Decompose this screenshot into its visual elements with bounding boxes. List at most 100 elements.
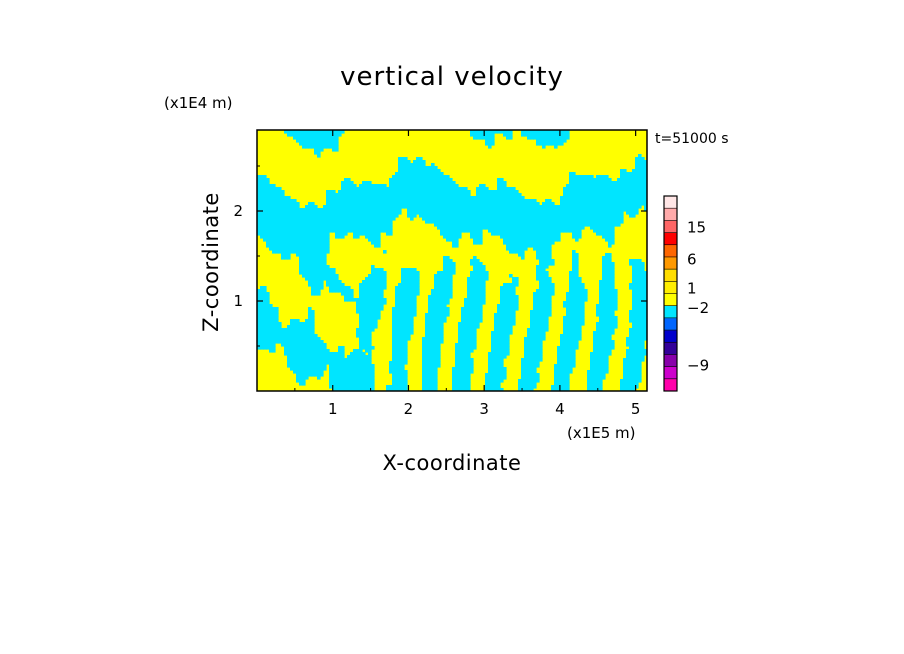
field-cell — [446, 310, 450, 314]
field-cell — [527, 208, 531, 212]
field-cell — [281, 334, 285, 338]
field-cell — [506, 337, 510, 341]
field-cell — [395, 286, 399, 290]
field-cell — [431, 337, 435, 341]
field-cell — [392, 337, 396, 341]
field-cell — [521, 247, 525, 251]
field-cell — [365, 331, 369, 335]
field-cell — [434, 187, 438, 191]
field-cell — [458, 388, 462, 391]
field-cell — [329, 217, 333, 221]
field-cell — [572, 292, 576, 296]
field-cell — [503, 217, 507, 221]
field-cell — [350, 364, 354, 368]
field-cell — [569, 328, 573, 332]
field-cell — [308, 358, 312, 362]
field-cell — [452, 208, 456, 212]
field-cell — [275, 331, 279, 335]
field-cell — [488, 133, 492, 137]
field-cell — [284, 247, 288, 251]
field-cell — [290, 241, 294, 245]
field-cell — [536, 301, 540, 305]
field-cell — [458, 226, 462, 230]
field-cell — [563, 367, 567, 371]
field-cell — [548, 208, 552, 212]
field-cell — [566, 199, 570, 203]
field-cell — [359, 190, 363, 194]
field-cell — [404, 196, 408, 200]
field-cell — [602, 256, 606, 260]
field-cell — [476, 187, 480, 191]
field-cell — [437, 289, 441, 293]
field-cell — [422, 340, 426, 344]
field-cell — [350, 217, 354, 221]
field-cell — [530, 235, 534, 239]
field-cell — [356, 223, 360, 227]
field-cell — [329, 211, 333, 215]
field-cell — [371, 385, 375, 389]
field-cell — [575, 268, 579, 272]
field-cell — [359, 286, 363, 290]
field-cell — [362, 283, 366, 287]
field-cell — [434, 316, 438, 320]
field-cell — [596, 331, 600, 335]
field-cell — [431, 208, 435, 212]
field-cell — [428, 187, 432, 191]
field-cell — [461, 220, 465, 224]
field-cell — [260, 307, 264, 311]
field-cell — [503, 289, 507, 293]
field-cell — [365, 283, 369, 287]
field-cell — [485, 190, 489, 194]
field-cell — [578, 286, 582, 290]
field-cell — [407, 205, 411, 209]
field-cell — [605, 361, 609, 365]
field-cell — [389, 211, 393, 215]
field-cell — [389, 199, 393, 203]
field-cell — [431, 289, 435, 293]
field-cell — [551, 208, 555, 212]
field-cell — [278, 250, 282, 254]
field-cell — [287, 331, 291, 335]
field-cell — [371, 187, 375, 191]
field-cell — [491, 346, 495, 350]
field-cell — [506, 334, 510, 338]
field-cell — [560, 202, 564, 206]
field-cell — [368, 274, 372, 278]
field-cell — [380, 301, 384, 305]
field-cell — [401, 268, 405, 272]
field-cell — [527, 364, 531, 368]
field-cell — [257, 226, 261, 230]
field-cell — [308, 142, 312, 146]
field-cell — [398, 211, 402, 215]
field-cell — [545, 199, 549, 203]
field-cell — [596, 370, 600, 374]
field-cell — [398, 199, 402, 203]
field-cell — [539, 286, 543, 290]
field-cell — [347, 229, 351, 233]
field-cell — [266, 313, 270, 317]
field-cell — [347, 208, 351, 212]
field-cell — [425, 166, 429, 170]
field-cell — [482, 223, 486, 227]
field-cell — [476, 220, 480, 224]
field-cell — [401, 274, 405, 278]
field-cell — [311, 316, 315, 320]
field-cell — [344, 298, 348, 302]
field-cell — [431, 385, 435, 389]
field-cell — [359, 355, 363, 359]
field-cell — [413, 160, 417, 164]
field-cell — [557, 217, 561, 221]
field-cell — [590, 175, 594, 179]
field-cell — [596, 382, 600, 386]
field-cell — [392, 193, 396, 197]
field-cell — [491, 139, 495, 143]
field-cell — [344, 181, 348, 185]
field-cell — [428, 169, 432, 173]
field-cell — [542, 226, 546, 230]
field-cell — [305, 352, 309, 356]
field-cell — [440, 274, 444, 278]
field-cell — [473, 217, 477, 221]
field-cell — [491, 226, 495, 230]
field-cell — [575, 328, 579, 332]
field-cell — [521, 199, 525, 203]
